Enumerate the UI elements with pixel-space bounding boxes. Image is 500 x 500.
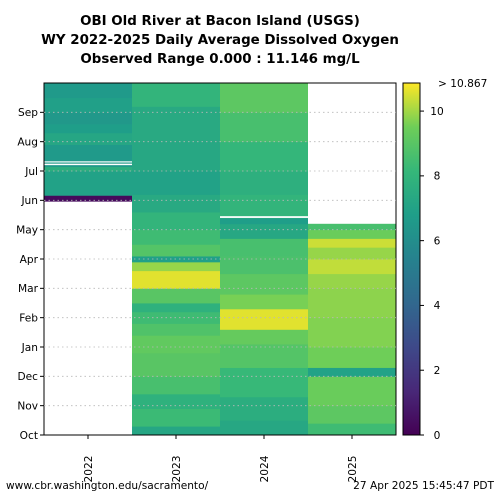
heatmap-band-2024-3	[220, 344, 308, 368]
heatmap-band-2024-6	[220, 294, 308, 310]
heatmap-band-2023-10	[132, 270, 220, 289]
heatmap-band-2025-9	[308, 247, 396, 260]
heatmap-band-2025-3	[308, 367, 396, 377]
footer-source: www.cbr.washington.edu/sacramento/	[6, 480, 209, 492]
heatmap-band-2024-7	[220, 273, 308, 295]
colorbar: 0 2 4 6 8 10 > 10.867	[402, 78, 487, 442]
heatmap-band-2025-6	[308, 288, 396, 319]
y-tick-label-Jun: Jun	[20, 195, 38, 207]
heatmap-gap-2022-1	[44, 161, 132, 163]
heatmap-band-2023-16	[132, 194, 220, 213]
heatmap-band-2025-7	[308, 273, 396, 289]
heatmap-band-2024-15	[220, 112, 308, 143]
chart-title: OBI Old River at Bacon Island (USGS) WY …	[41, 14, 399, 67]
heatmap-band-2022-0	[44, 195, 132, 202]
colorbar-tick-label-6: 6	[434, 235, 441, 247]
y-tick-label-Mar: Mar	[18, 283, 39, 295]
heatmap-band-2024-8	[220, 256, 308, 275]
title-line-2: WY 2022-2025 Daily Average Dissolved Oxy…	[41, 33, 399, 48]
heatmap-band-2024-1	[220, 396, 308, 421]
heatmap-band-2023-18	[132, 141, 220, 172]
y-tick-label-Dec: Dec	[18, 371, 39, 383]
heatmap-band-2024-2	[220, 367, 308, 398]
title-line-1: OBI Old River at Bacon Island (USGS)	[80, 14, 360, 29]
heatmap-band-2024-11	[220, 217, 308, 225]
heatmap-band-2023-4	[132, 352, 220, 377]
heatmap-band-2025-8	[308, 259, 396, 275]
y-tick-label-Sep: Sep	[18, 107, 38, 119]
heatmap-band-2023-2	[132, 393, 220, 409]
heatmap-band-2024-4	[220, 329, 308, 345]
y-tick-label-Jul: Jul	[24, 166, 38, 178]
heatmap-band-2025-5	[308, 317, 396, 348]
heatmap-band-2022-5	[44, 124, 132, 134]
heatmap-band-2023-9	[132, 288, 220, 304]
y-tick-label-Nov: Nov	[17, 400, 38, 412]
heatmap-gap-2022-0	[44, 163, 132, 166]
heatmap-band-2023-8	[132, 303, 220, 313]
colorbar-tick-label-2: 2	[434, 365, 441, 377]
heatmap-band-2022-4	[44, 132, 132, 145]
y-tick-label-Oct: Oct	[20, 430, 38, 442]
colorbar-tick-label-10: 10	[430, 106, 444, 118]
colorbar-gradient	[402, 82, 421, 436]
heatmap-band-2024-9	[220, 238, 308, 257]
heatmap-band-2022-8	[44, 83, 132, 99]
colorbar-tick-label-8: 8	[434, 171, 441, 183]
heatmap-band-2025-10	[308, 238, 396, 248]
y-axis: Oct Nov Dec Jan Feb Mar Apr May Jun Jul Aug Sep	[16, 107, 396, 442]
x-axis: 2022 2023 2024 2025	[83, 435, 359, 482]
x-tick-label-2025: 2025	[347, 456, 359, 483]
heatmap-band-2023-20	[132, 83, 220, 107]
heatmap-band-2024-0	[220, 420, 308, 436]
heatmap-band-2023-6	[132, 323, 220, 336]
heatmap-band-2023-5	[132, 335, 220, 354]
heatmap-band-2022-6	[44, 112, 132, 125]
heatmap-band-2023-3	[132, 376, 220, 395]
x-tick-label-2024: 2024	[259, 455, 271, 482]
y-tick-label-May: May	[16, 224, 38, 236]
footer-timestamp: 27 Apr 2025 15:45:47 PDT	[353, 480, 494, 492]
title-line-3: Observed Range 0.000 : 11.146 mg/L	[80, 52, 360, 67]
heatmap-band-2025-0	[308, 423, 396, 436]
y-tick-label-Jan: Jan	[21, 342, 38, 354]
heatmap-cells	[44, 83, 396, 436]
heatmap-band-2025-12	[308, 223, 396, 231]
x-tick-label-2022: 2022	[83, 456, 95, 483]
colorbar-tick-label-0: 0	[434, 430, 441, 442]
heatmap-band-2023-1	[132, 408, 220, 427]
heatmap-band-2024-10	[220, 223, 308, 239]
heatmap-band-2022-1	[44, 171, 132, 196]
heatmap-band-2024-12	[220, 194, 308, 219]
y-tick-label-Apr: Apr	[20, 254, 39, 266]
heatmap-band-2024-16	[220, 83, 308, 113]
heatmap-band-2023-15	[132, 212, 220, 231]
heatmap-band-2025-2	[308, 376, 396, 407]
heatmap-gap-2024-0	[220, 216, 308, 218]
heatmap-band-2025-4	[308, 347, 396, 368]
colorbar-tick-label-4: 4	[434, 300, 441, 312]
heatmap-band-2023-13	[132, 244, 220, 257]
heatmap-band-2025-1	[308, 405, 396, 424]
heatmap-band-2022-3	[44, 144, 132, 167]
heatmap-band-2022-2	[44, 166, 132, 172]
colorbar-max-label: > 10.867	[438, 78, 487, 90]
heatmap-band-2023-14	[132, 229, 220, 245]
heatmap-band-2022-7	[44, 97, 132, 113]
x-tick-label-2023: 2023	[171, 456, 183, 483]
heatmap-band-2024-14	[220, 141, 308, 172]
heatmap-band-2023-19	[132, 106, 220, 143]
y-tick-label-Feb: Feb	[19, 312, 38, 324]
y-tick-label-Aug: Aug	[17, 136, 38, 148]
heatmap-band-2023-0	[132, 426, 220, 436]
heatmap-band-2025-11	[308, 229, 396, 239]
heatmap-band-2023-17	[132, 171, 220, 195]
heatmap-band-2024-5	[220, 308, 308, 330]
heatmap-band-2023-11	[132, 261, 220, 272]
colorbar-ticks: 0 2 4 6 8 10	[420, 106, 444, 442]
heatmap-band-2024-13	[220, 171, 308, 195]
